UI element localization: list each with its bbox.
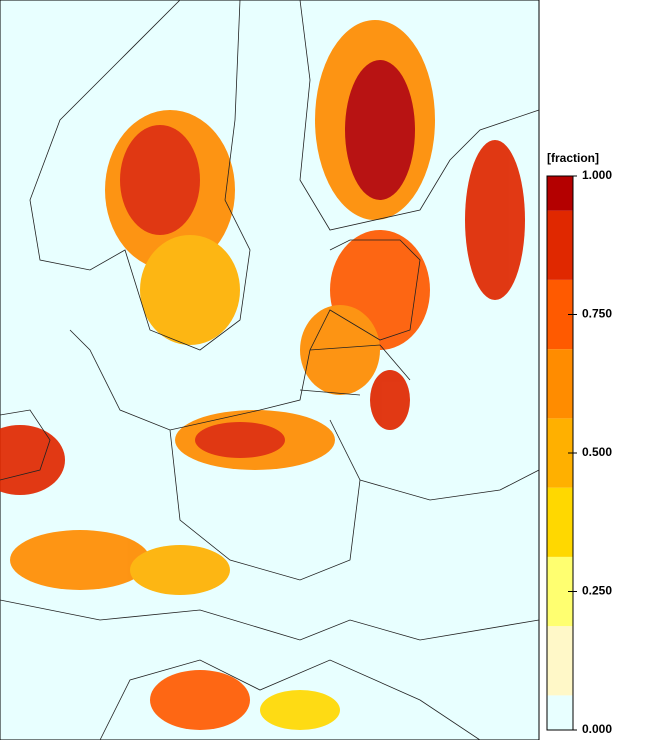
colorbar-tick-label: 0.000 [582, 722, 612, 736]
colorbar-band [547, 487, 573, 557]
map-frame [0, 0, 540, 741]
colorbar-band [547, 210, 573, 280]
colorbar-label: [fraction] [547, 151, 599, 165]
fraction-field [0, 20, 525, 730]
colorbar-band [547, 176, 573, 211]
colorbar-band [547, 626, 573, 696]
map [0, 0, 540, 741]
coastlines [0, 0, 540, 741]
colorbar-band [547, 695, 573, 730]
colorbar-tick-label: 0.250 [582, 584, 612, 598]
colorbar-tick-label: 0.750 [582, 307, 612, 321]
colorbar-tick-label: 0.500 [582, 445, 612, 459]
colorbar-band [547, 349, 573, 419]
colorbar-tick-label: 1.000 [582, 168, 612, 182]
